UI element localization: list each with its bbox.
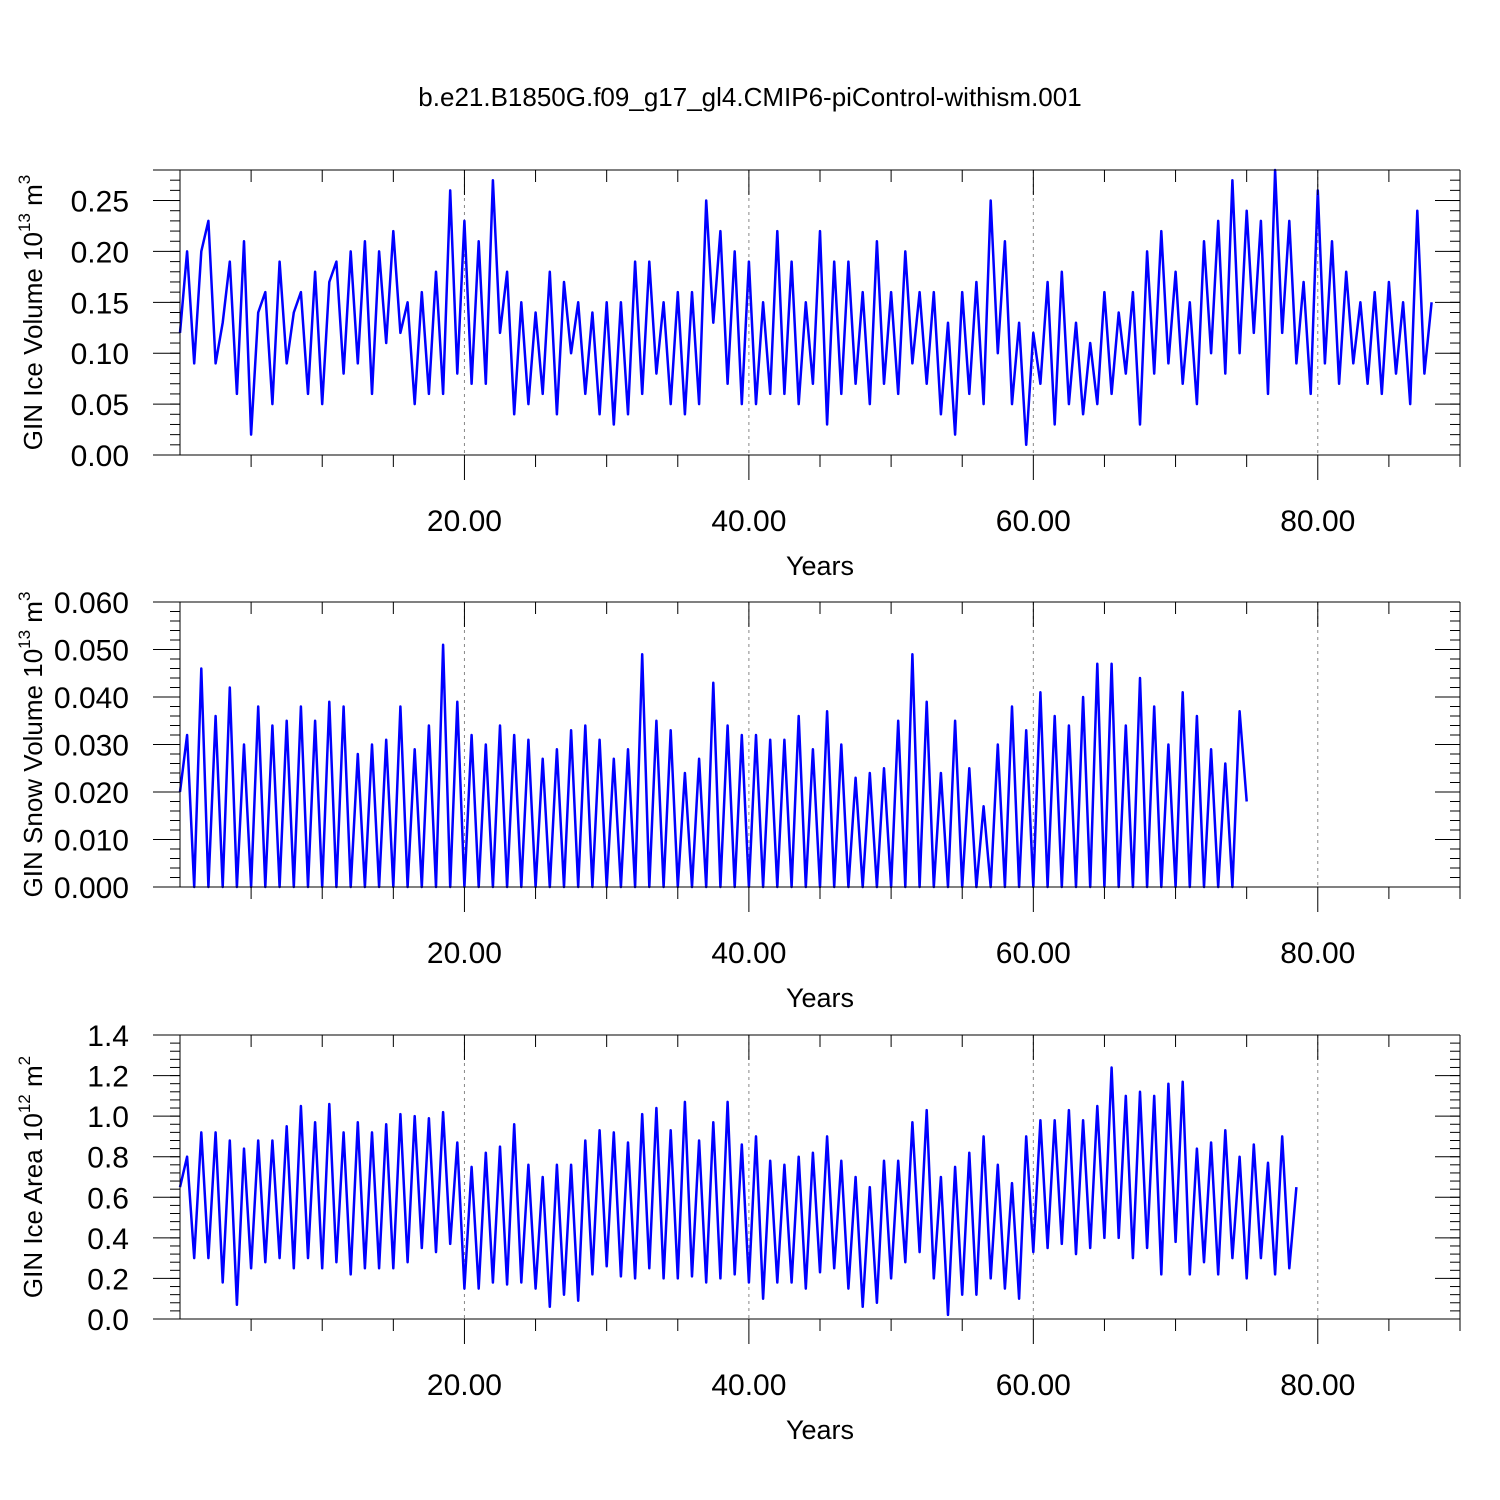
y-tick-label: 0.040 [54,682,129,715]
y-axis-label-exponent: 13 [15,213,34,232]
data-series-line [178,1066,1298,1317]
y-axis-label: GIN Snow Volume 1013 m3 [15,592,48,898]
y-axis-label-unit-exponent: 3 [15,592,34,601]
y-tick-label: 0.2 [87,1263,129,1296]
y-axis-label-text: GIN Snow Volume 10 [18,649,48,898]
y-tick-label: 0.000 [54,872,129,905]
x-tick-label: 20.00 [427,505,502,538]
x-axis-label: Years [786,551,854,581]
y-tick-label: 0.05 [71,389,129,422]
y-tick-label: 0.10 [71,338,129,371]
y-axis-label-unit: m [18,184,48,213]
figure-title: b.e21.B1850G.f09_g17_gl4.CMIP6-piControl… [418,82,1082,112]
x-tick-label: 20.00 [427,937,502,970]
y-axis-label-unit: m [18,1065,48,1094]
y-axis-label: GIN Ice Area 1012 m2 [15,1056,48,1298]
y-axis-label-text: GIN Ice Area 10 [18,1113,48,1298]
x-tick-label: 20.00 [427,1369,502,1402]
x-tick-label: 60.00 [996,1369,1071,1402]
y-tick-label: 0.8 [87,1142,129,1175]
y-tick-label: 0.20 [71,236,129,269]
y-tick-label: 0.060 [54,587,129,620]
chart-panel-3: 0.0 0.2 0.4 0.6 0.8 1.0 1.2 1.4 20.00 40.00 60.00 8… [15,1020,1461,1445]
y-axis-label-unit-exponent: 2 [15,1056,34,1065]
y-tick-label: 0.020 [54,777,129,810]
data-series-line [178,168,1433,447]
y-tick-label: 0.0 [87,1304,129,1337]
y-axis-label-exponent: 13 [15,630,34,649]
x-axis-label: Years [786,983,854,1013]
y-tick-label: 0.00 [71,440,129,473]
y-axis-label-unit: m [18,601,48,630]
x-tick-label: 40.00 [711,937,786,970]
y-tick-label: 0.4 [87,1223,129,1256]
data-series-line [178,643,1248,889]
y-tick-label: 1.2 [87,1061,129,1094]
x-tick-label: 80.00 [1280,937,1355,970]
x-tick-label: 80.00 [1280,1369,1355,1402]
x-tick-label: 60.00 [996,937,1071,970]
y-tick-label: 1.4 [87,1020,129,1053]
y-tick-label: 0.25 [71,186,129,219]
y-tick-label: 0.030 [54,730,129,763]
y-tick-label: 0.6 [87,1182,129,1215]
y-tick-label: 0.15 [71,287,129,320]
chart-panel-2: 0.000 0.010 0.020 0.030 0.040 0.050 0.060 20.00… [15,587,1461,1013]
y-axis-label-unit-exponent: 3 [15,175,34,184]
y-tick-label: 0.010 [54,825,129,858]
chart-panel-1: 0.00 0.05 0.10 0.15 0.20 0.25 20.00 40.00 60.00 8… [15,168,1461,581]
x-tick-label: 60.00 [996,505,1071,538]
y-axis-label-text: GIN Ice Volume 10 [18,232,48,450]
x-axis-label: Years [786,1415,854,1445]
y-axis-label-exponent: 12 [15,1094,34,1113]
x-tick-label: 40.00 [711,505,786,538]
x-tick-label: 80.00 [1280,505,1355,538]
y-axis-label: GIN Ice Volume 1013 m3 [15,175,48,451]
x-tick-label: 40.00 [711,1369,786,1402]
y-tick-label: 1.0 [87,1101,129,1134]
y-tick-label: 0.050 [54,635,129,668]
